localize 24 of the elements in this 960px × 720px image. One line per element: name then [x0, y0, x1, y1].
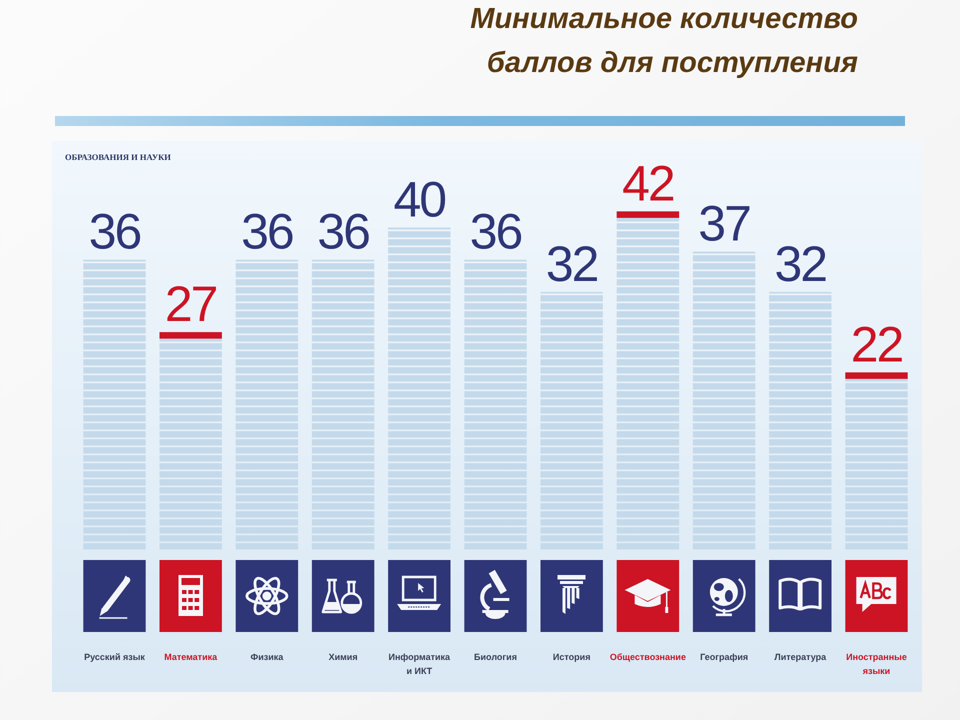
x-tick-label: Информатика и ИКТ: [388, 652, 452, 676]
chart-title: Минимальное количество баллов для поступления: [470, 3, 858, 79]
data-label: 40: [393, 172, 446, 228]
x-tick-label: География: [700, 652, 748, 662]
data-label: 22: [850, 316, 902, 372]
x-tick-label: Физика: [250, 652, 284, 662]
data-label: 36: [317, 204, 370, 260]
x-tick-label: История: [552, 652, 590, 662]
x-tick-label: Биология: [474, 652, 517, 662]
data-label: 42: [622, 155, 674, 212]
x-tick-label: Химия: [328, 652, 358, 662]
data-label: 27: [164, 276, 217, 332]
chart-subtitle: ОБРАЗОВАНИЯ И НАУКИ: [65, 152, 172, 162]
data-label: 32: [546, 236, 598, 292]
data-label: 37: [698, 196, 750, 252]
data-label: 32: [774, 236, 826, 292]
data-label: 36: [470, 204, 522, 260]
x-tick-label: Математика: [164, 652, 218, 662]
x-tick-label: Литература: [774, 652, 828, 662]
x-tick-label: Иностранные языки: [846, 652, 907, 676]
x-tick-label: Обществознание: [610, 652, 686, 662]
data-label: 36: [241, 204, 293, 260]
x-tick-label: Русский язык: [84, 652, 146, 662]
data-label: 36: [88, 204, 140, 260]
